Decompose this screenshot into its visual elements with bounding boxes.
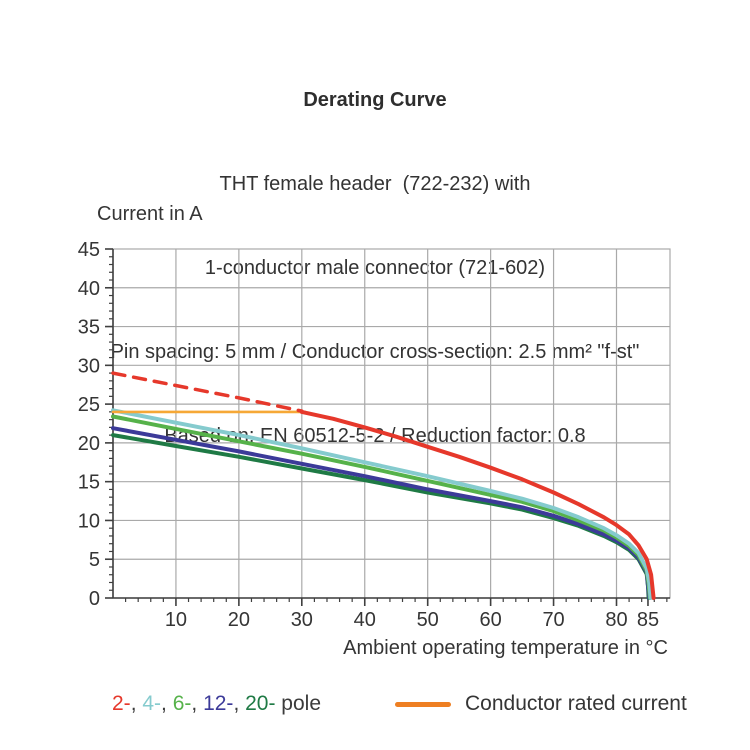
x-tick-label: 70 xyxy=(542,609,564,631)
legend-pole-token: 4- xyxy=(142,692,162,715)
x-tick-label: 60 xyxy=(480,609,502,631)
y-axis-title: Current in A xyxy=(97,203,203,225)
subtitle-line-1: THT female header (722-232) with xyxy=(219,173,531,195)
chart-title: Derating Curve xyxy=(303,89,447,111)
legend-pole-token: pole xyxy=(275,692,322,715)
y-tick-label: 20 xyxy=(78,433,100,455)
axes xyxy=(105,248,670,606)
legend-pole-token: 6- xyxy=(172,692,192,715)
legend-pole-token: 12- xyxy=(203,692,234,715)
y-tick-label: 30 xyxy=(78,355,100,377)
series-2-pole-above-rated-current- xyxy=(111,371,304,413)
legend-pole-token: , xyxy=(191,692,204,715)
legend-pole-list: 2-, 4-, 6-, 12-, 20- pole xyxy=(112,692,321,716)
subtitle-line-3: Pin spacing: 5 mm / Conductor cross-sect… xyxy=(110,341,640,363)
x-tick-label: 50 xyxy=(417,609,439,631)
subtitle-line-2: 1-conductor male connector (721-602) xyxy=(204,257,546,279)
y-tick-label: 35 xyxy=(78,317,100,339)
y-tick-label: 10 xyxy=(78,510,100,532)
curves xyxy=(111,371,656,600)
legend-pole-token: 20- xyxy=(245,692,276,715)
y-tick-label: 0 xyxy=(89,588,100,610)
legend-rated-current: Conductor rated current xyxy=(395,692,687,716)
legend-pole-token: 2- xyxy=(112,692,131,715)
legend-pole-token: , xyxy=(130,692,143,715)
x-tick-label: 20 xyxy=(228,609,250,631)
series-2-pole xyxy=(299,409,656,600)
y-tick-label: 15 xyxy=(78,472,100,494)
y-tick-label: 45 xyxy=(78,239,100,261)
conductor-rated-current-line-swatch xyxy=(395,701,451,707)
x-tick-label: 85 xyxy=(637,609,659,631)
title-block: Derating Curve THT female header (722-23… xyxy=(0,30,750,478)
y-tick-label: 40 xyxy=(78,278,100,300)
conductor-rated-current-label: Conductor rated current xyxy=(465,692,687,715)
series-4-pole xyxy=(111,408,653,600)
gridlines xyxy=(112,248,671,599)
x-tick-label: 30 xyxy=(291,609,313,631)
y-tick-label: 25 xyxy=(78,394,100,416)
tick-labels: 10 20 30 40 50 60 70 80 85 0 5 10 15 20 25 30 35 40 45 xyxy=(78,239,659,631)
x-tick-label: 10 xyxy=(165,609,187,631)
y-tick-label: 5 xyxy=(89,549,100,571)
x-axis-title: Ambient operating temperature in °C xyxy=(343,637,668,659)
x-tick-label: 40 xyxy=(354,609,376,631)
x-tick-label: 80 xyxy=(605,609,627,631)
legend-pole-token: , xyxy=(233,692,246,715)
legend-pole-token: , xyxy=(161,692,173,715)
legend: 2-, 4-, 6-, 12-, 20- pole Conductor rate… xyxy=(0,692,750,722)
